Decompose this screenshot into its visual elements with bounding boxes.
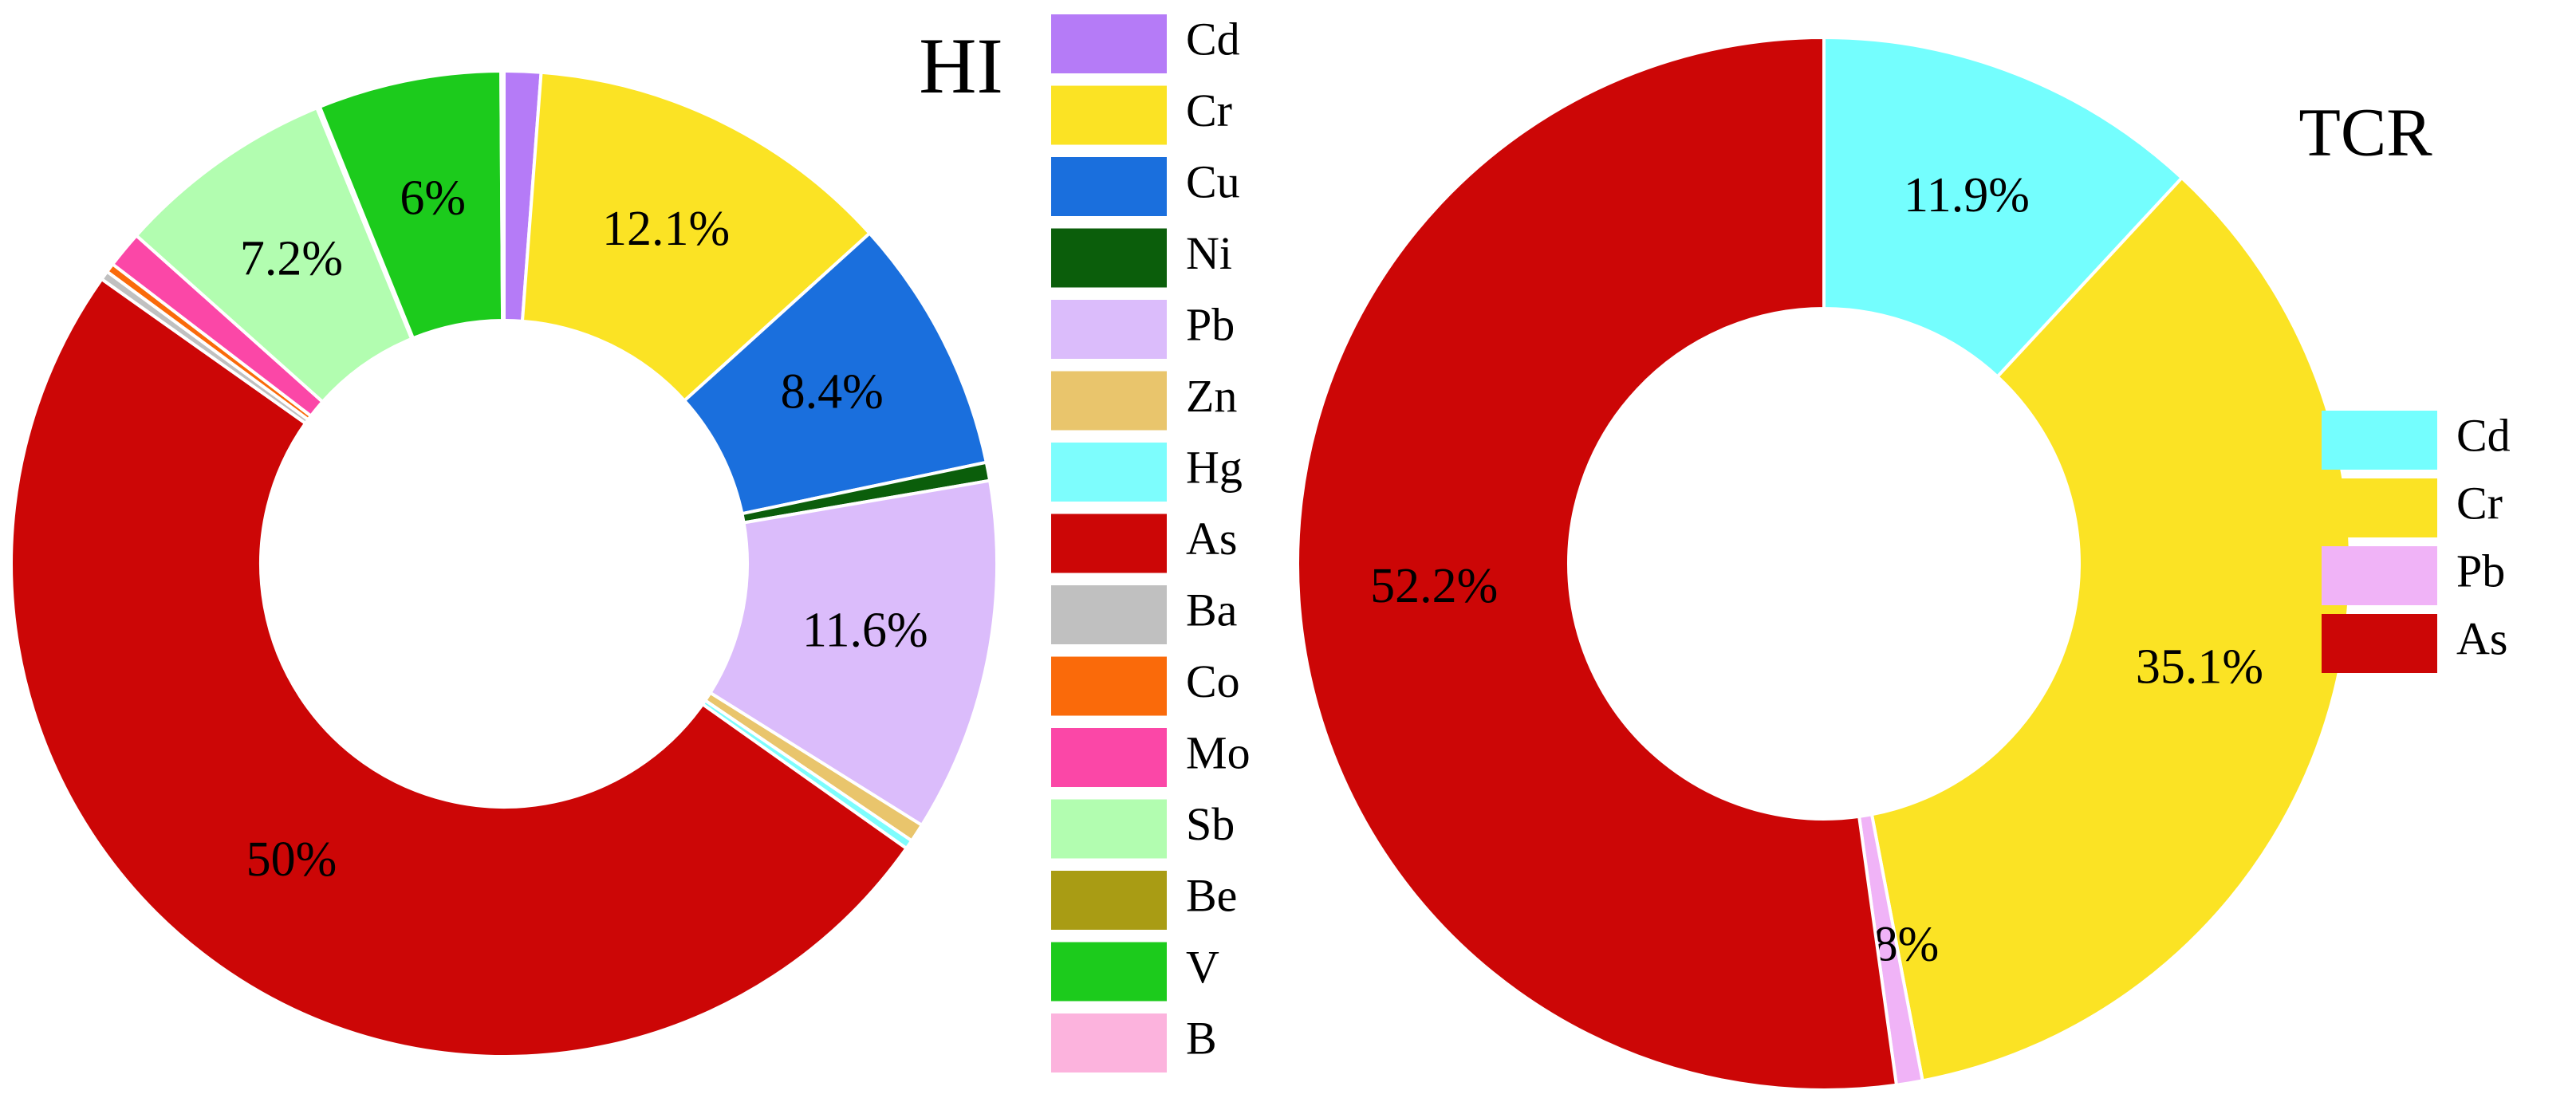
- legend-label: Cu: [1186, 155, 1240, 207]
- legend-swatch: [1051, 157, 1167, 216]
- legend-label: Mo: [1186, 726, 1251, 778]
- legend-swatch: [1051, 443, 1167, 502]
- legend-swatch: [1051, 300, 1167, 359]
- legend-label: As: [1186, 513, 1237, 565]
- data-label: 12.1%: [602, 202, 730, 256]
- data-label: 11.6%: [802, 604, 928, 658]
- legend-swatch: [2322, 411, 2437, 470]
- donut-slice: [520, 70, 872, 403]
- data-label: 11.9%: [1904, 168, 2030, 222]
- legend-label: Zn: [1186, 370, 1237, 422]
- legend-swatch: [1051, 514, 1167, 573]
- legend-label: As: [2456, 612, 2507, 664]
- data-label: 8.4%: [781, 365, 884, 419]
- data-label: 52.2%: [1370, 559, 1498, 613]
- legend-swatch: [1051, 14, 1167, 73]
- legend-swatch: [1051, 871, 1167, 930]
- legend-swatch: [1051, 656, 1167, 716]
- donut-slice: [1822, 35, 2184, 380]
- legend-label: Cr: [2456, 477, 2503, 529]
- legend-swatch: [2322, 546, 2437, 605]
- donut-slice: [10, 277, 909, 1058]
- data-label: 7.2%: [240, 231, 343, 285]
- data-label: 35.1%: [2136, 640, 2263, 694]
- legend-swatch: [1051, 85, 1167, 145]
- legend-label: Cd: [2456, 409, 2511, 461]
- legend-label: Pb: [2456, 545, 2505, 596]
- donut-slice: [707, 478, 998, 828]
- data-label: 50%: [246, 832, 337, 887]
- legend-swatch: [1051, 228, 1167, 288]
- legend-swatch: [2322, 478, 2437, 537]
- legend-swatch: [1051, 799, 1167, 859]
- data-label: 6%: [400, 171, 466, 225]
- legend-swatch: [1051, 942, 1167, 1002]
- legend-label: Ni: [1186, 227, 1232, 279]
- legend-swatch: [1051, 585, 1167, 644]
- chart-title: TCR: [2298, 94, 2432, 171]
- legend-label: Cr: [1186, 85, 1232, 136]
- legend-label: Be: [1186, 869, 1237, 921]
- legend-label: Cd: [1186, 13, 1240, 65]
- legend-label: Ba: [1186, 584, 1237, 636]
- legend-label: Sb: [1186, 798, 1235, 850]
- legend-label: V: [1186, 941, 1219, 993]
- legend-swatch: [1051, 728, 1167, 787]
- donut-slice: [1295, 35, 1899, 1092]
- legend-label: B: [1186, 1012, 1217, 1064]
- legend-swatch: [2322, 614, 2437, 673]
- donut-slice: [499, 69, 506, 323]
- legend-label: Hg: [1186, 441, 1243, 493]
- legend-label: Co: [1186, 655, 1240, 707]
- legend-swatch: [1051, 371, 1167, 431]
- legend-swatch: [1051, 1013, 1167, 1072]
- chart-title: HI: [919, 22, 1003, 110]
- legend-label: Pb: [1186, 298, 1235, 350]
